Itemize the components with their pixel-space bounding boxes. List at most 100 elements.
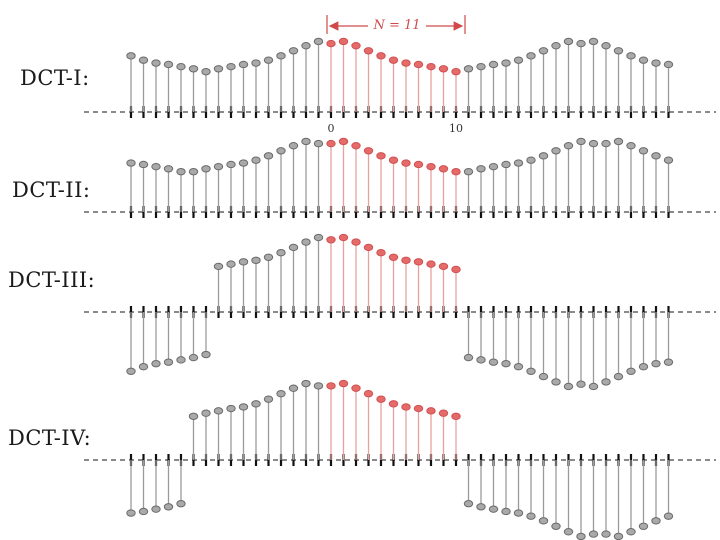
dct-iii-extension-point (138, 363, 149, 371)
dct-ii-data-point (338, 137, 349, 146)
dct-i-extension-point (288, 47, 299, 55)
dct-i-data-point (388, 56, 399, 64)
dct-i-extension-point (551, 42, 561, 50)
dct-i-extension-point (138, 56, 149, 64)
dct-iii-extension-point (526, 367, 536, 375)
dct-iv-extension-point (563, 528, 574, 536)
dct-iv-extension-point (201, 409, 211, 417)
dct-iv-data-point (338, 379, 349, 388)
dct-i-extension-point (663, 60, 674, 69)
dct-iii-extension-point (163, 358, 174, 366)
dct-i-extension-point (188, 65, 199, 73)
dct-ii-extension-point (151, 162, 161, 171)
dct-iv-extension-point (313, 382, 324, 390)
dct-iv-extension-point (251, 400, 261, 408)
dct-i-data-point (363, 47, 374, 55)
dct-iii-extension-point (651, 359, 661, 368)
dct-iv-extension-point (476, 503, 486, 511)
dct-ii-data-point (426, 162, 436, 171)
period-label: N = 11 (372, 18, 420, 33)
tick-label-end: 10 (449, 122, 463, 135)
dct-i-extension-point (601, 42, 611, 50)
dct-i-extension-point (263, 56, 274, 64)
tick-label-start: 0 (328, 122, 335, 135)
dct-iv-extension-point (501, 507, 511, 516)
dct-iv-extension-point (213, 407, 224, 415)
dct-i-data-point (438, 65, 449, 73)
dct-iii-extension-point (126, 367, 136, 375)
dct-ii-extension-point (463, 167, 474, 176)
dct-iv-data-point (438, 409, 449, 417)
dct-iii-extension-point (488, 358, 499, 366)
dct-iv-data-point (451, 412, 461, 421)
dct-iv-extension-point (626, 528, 636, 536)
dct-iv-extension-point (513, 509, 524, 517)
dct-iv-data-point (351, 384, 361, 392)
dct-ii-extension-point (213, 162, 224, 171)
dct-iii-extension-point (638, 363, 649, 371)
dct-iv-extension-point (613, 532, 624, 540)
dct-iv-extension-point (651, 517, 661, 525)
dct-ii-extension-point (576, 137, 586, 146)
dct-iii-extension-point (276, 249, 286, 257)
dct-iii-extension-point (288, 243, 299, 252)
dct-iv-extension-point (601, 530, 611, 538)
dct-ii-extension-point (313, 139, 324, 148)
dct-ii-extension-point (663, 156, 674, 164)
dct-i-extension-point (226, 62, 236, 71)
dct-i-extension-point (251, 59, 261, 67)
dct-iv-data-point (363, 390, 374, 398)
dct-ii-extension-point (163, 165, 174, 173)
dct-iii-extension-point (613, 372, 624, 381)
dct-i-extension-point (501, 59, 511, 67)
dct-iii-extension-point (188, 353, 199, 362)
dct-iii-data-point (388, 253, 399, 261)
dct-iv-extension-point (526, 512, 536, 520)
dct-iii-extension-point (313, 233, 324, 242)
dct-iv-extension-point (576, 532, 586, 540)
dct-i-extension-point (201, 67, 211, 76)
dct-ii-extension-point (551, 147, 561, 155)
dct-iv-extension-point (126, 509, 136, 517)
dct-iv-extension-point (663, 512, 674, 520)
dct-i-extension-point (563, 37, 574, 46)
dct-iv-data-point (413, 404, 424, 413)
dct-ii-extension-point (301, 137, 311, 146)
dct-iv-extension-point (588, 530, 599, 538)
dct-iv-data-point (426, 407, 436, 415)
dct-iv-label: DCT-IV: (8, 426, 92, 450)
dct-ii-data-point (401, 159, 411, 167)
dct-i-extension-point (151, 59, 161, 67)
dct-ii-extension-point (538, 152, 549, 160)
dct-iv-extension-point (638, 522, 649, 530)
dct-ii-data-point (451, 167, 461, 176)
dct-i-extension-point (238, 60, 249, 69)
dct-iii-extension-point (226, 260, 236, 268)
dct-iii-data-point (338, 233, 349, 242)
dct-iii-data-point (451, 265, 461, 274)
dct-i-data-point (401, 59, 411, 67)
dct-iii-data-point (376, 249, 386, 257)
dct-i-data-point (351, 42, 361, 50)
dct-iii-label: DCT-III: (8, 268, 96, 292)
dct-iv-extension-point (538, 517, 549, 525)
dct-i-extension-point (176, 62, 186, 71)
dct-ii-extension-point (126, 159, 136, 167)
dct-iv-extension-point (551, 522, 561, 530)
dct-iii-extension-point (563, 382, 574, 391)
dct-ii-extension-point (513, 159, 524, 167)
dct-iii-extension-point (663, 358, 674, 366)
dct-i-data-point (338, 37, 349, 46)
dct-iii-extension-point (476, 356, 486, 364)
dct-iv-extension-point (238, 403, 249, 411)
dct-i-extension-point (301, 42, 311, 50)
dct-ii-extension-point (188, 167, 199, 176)
dct-iii-extension-point (176, 356, 186, 364)
dct-iv-plot (84, 379, 716, 540)
dct-iii-data-point (401, 256, 411, 265)
dct-ii-data-point (376, 152, 386, 160)
dct-i-extension-point (476, 62, 486, 71)
dct-iii-extension-point (626, 367, 636, 375)
dct-ii-extension-point (251, 156, 261, 164)
dct-ii-data-point (326, 139, 336, 148)
